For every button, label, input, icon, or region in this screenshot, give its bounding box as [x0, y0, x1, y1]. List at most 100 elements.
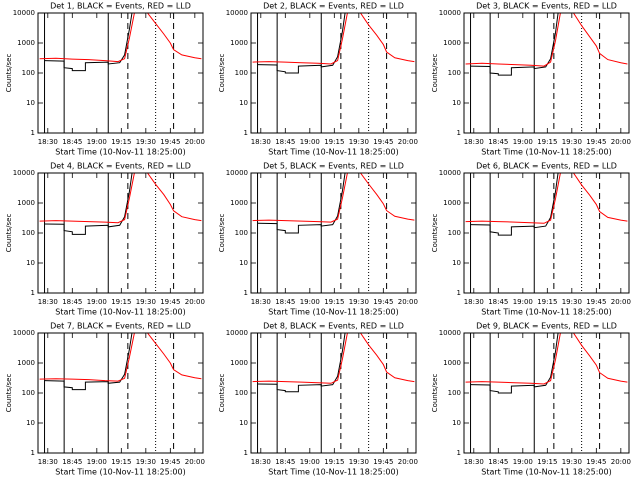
y-tick-label: 1 [31, 289, 35, 297]
y-tick-label: 1000 [17, 39, 35, 47]
plot-frame [250, 172, 417, 294]
x-tick-label: 18:30 [38, 298, 58, 306]
x-tick-label: 18:30 [38, 138, 58, 146]
chart-title: Det 4, BLACK = Events, RED = LLD [50, 162, 191, 171]
y-tick-label: 10 [452, 419, 461, 427]
x-tick-label: 19:15 [537, 138, 557, 146]
y-tick-label: 10000 [226, 169, 248, 177]
x-tick-label: 19:15 [324, 298, 344, 306]
x-tick-label: 19:00 [513, 298, 533, 306]
x-tick-label: 19:15 [111, 458, 131, 466]
x-tick-label: 19:45 [373, 298, 393, 306]
chart-title: Det 8, BLACK = Events, RED = LLD [263, 322, 404, 331]
x-axis-label: Start Time (10-Nov-11 18:25:00) [55, 308, 185, 317]
y-tick-label: 10000 [13, 169, 35, 177]
x-tick-label: 18:30 [251, 298, 271, 306]
x-tick-label: 19:00 [87, 138, 107, 146]
x-tick-label: 19:45 [586, 298, 606, 306]
y-tick-label: 100 [22, 229, 35, 237]
plot-frame [463, 332, 630, 454]
y-tick-label: 10000 [226, 9, 248, 17]
plot-frame [37, 172, 204, 294]
y-tick-label: 10000 [439, 329, 461, 337]
x-tick-label: 20:00 [611, 458, 631, 466]
plot-frame [463, 172, 630, 294]
x-tick-label: 20:00 [398, 458, 418, 466]
y-axis-label: Counts/sec [5, 214, 13, 253]
panel: Det 3, BLACK = Events, RED = LLD Counts/s… [431, 2, 631, 157]
y-tick-label: 10000 [13, 9, 35, 17]
series-line [470, 333, 559, 394]
x-tick-label: 19:00 [513, 138, 533, 146]
series-line [257, 333, 346, 393]
y-tick-label: 1000 [230, 359, 248, 367]
series-line [44, 173, 133, 235]
y-axis-label: Counts/sec [431, 374, 439, 413]
x-axis-label: Start Time (10-Nov-11 18:25:00) [268, 468, 398, 477]
x-tick-label: 18:30 [251, 458, 271, 466]
y-tick-label: 100 [235, 69, 248, 77]
chart-title: Det 6, BLACK = Events, RED = LLD [476, 162, 617, 171]
y-tick-label: 1000 [230, 199, 248, 207]
x-tick-label: 19:15 [537, 298, 557, 306]
y-tick-label: 1000 [17, 359, 35, 367]
panel: Det 5, BLACK = Events, RED = LLD Counts/s… [218, 162, 418, 317]
y-tick-label: 10 [26, 259, 35, 267]
y-tick-label: 10000 [13, 329, 35, 337]
panel: Det 9, BLACK = Events, RED = LLD Counts/s… [431, 322, 631, 477]
y-axis-label: Counts/sec [5, 54, 13, 93]
x-axis-label: Start Time (10-Nov-11 18:25:00) [481, 148, 611, 157]
x-tick-label: 19:45 [373, 458, 393, 466]
series-line [252, 333, 415, 384]
x-tick-label: 19:00 [300, 298, 320, 306]
y-tick-label: 10000 [439, 9, 461, 17]
x-tick-label: 18:30 [38, 458, 58, 466]
series-line [44, 333, 133, 391]
x-tick-label: 18:45 [62, 458, 82, 466]
y-tick-label: 1 [244, 129, 248, 137]
x-tick-label: 18:45 [488, 298, 508, 306]
y-tick-label: 1000 [17, 199, 35, 207]
x-tick-label: 19:45 [160, 458, 180, 466]
plot-frame [250, 332, 417, 454]
plot-frame [37, 12, 204, 134]
x-tick-label: 18:30 [251, 138, 271, 146]
chart-title: Det 7, BLACK = Events, RED = LLD [50, 322, 191, 331]
x-tick-label: 19:45 [160, 298, 180, 306]
panel: Det 7, BLACK = Events, RED = LLD Counts/s… [5, 322, 205, 477]
series-line [39, 13, 202, 63]
x-tick-label: 20:00 [185, 138, 205, 146]
x-tick-label: 18:45 [488, 138, 508, 146]
x-tick-label: 19:30 [349, 458, 369, 466]
chart-title: Det 2, BLACK = Events, RED = LLD [263, 2, 404, 11]
y-tick-label: 1000 [443, 359, 461, 367]
x-axis-label: Start Time (10-Nov-11 18:25:00) [268, 148, 398, 157]
panel: Det 6, BLACK = Events, RED = LLD Counts/s… [431, 162, 631, 317]
x-tick-label: 19:30 [136, 138, 156, 146]
series-line [465, 13, 628, 67]
x-tick-label: 19:30 [349, 138, 369, 146]
y-tick-label: 1 [31, 449, 35, 457]
x-tick-label: 18:45 [275, 138, 295, 146]
y-tick-label: 10 [452, 99, 461, 107]
y-tick-label: 10 [26, 99, 35, 107]
y-tick-label: 10 [239, 99, 248, 107]
series-line [257, 13, 346, 74]
x-tick-label: 19:00 [300, 458, 320, 466]
chart-title: Det 3, BLACK = Events, RED = LLD [476, 2, 617, 11]
y-tick-label: 1000 [443, 39, 461, 47]
y-tick-label: 1 [244, 289, 248, 297]
y-tick-label: 100 [235, 389, 248, 397]
x-tick-label: 19:15 [537, 458, 557, 466]
x-tick-label: 20:00 [185, 458, 205, 466]
y-tick-label: 1 [31, 129, 35, 137]
panel: Det 2, BLACK = Events, RED = LLD Counts/s… [218, 2, 418, 157]
series-line [465, 333, 628, 385]
y-tick-label: 100 [22, 389, 35, 397]
x-tick-label: 19:30 [562, 138, 582, 146]
x-tick-label: 19:00 [87, 458, 107, 466]
x-tick-label: 19:45 [160, 138, 180, 146]
y-tick-label: 10 [239, 419, 248, 427]
